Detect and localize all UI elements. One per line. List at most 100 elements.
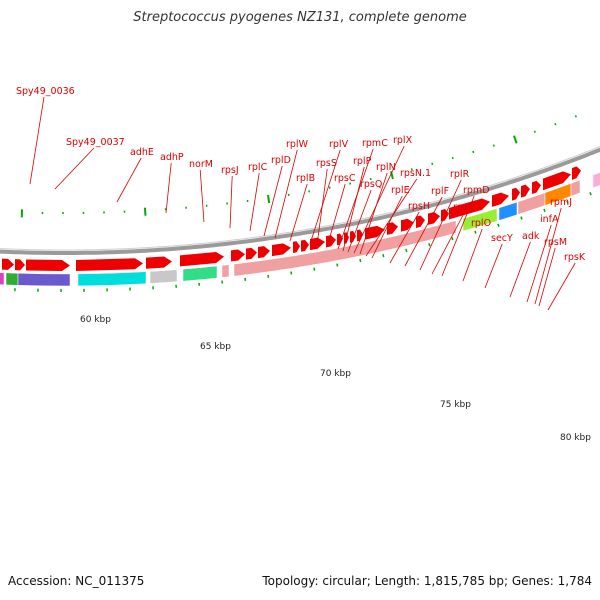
label-leader-line (509, 241, 531, 298)
gene-arrow (357, 229, 363, 242)
cog-segment (498, 201, 518, 221)
label-leader-line (371, 195, 403, 259)
gene-label: adhP (160, 152, 184, 163)
label-leader-line (263, 165, 283, 237)
label-leader-line (229, 175, 233, 229)
cog-segment (233, 220, 457, 277)
scale-tick (431, 162, 434, 165)
label-leader-line (199, 169, 205, 223)
scale-tick (492, 144, 495, 147)
backbone-layer (0, 145, 600, 255)
label-leader-line (249, 172, 260, 232)
gene-arrow (416, 215, 425, 228)
label-leader-line (526, 224, 552, 303)
scale-tick (451, 156, 454, 160)
map-title: Streptococcus pyogenes NZ131, complete g… (133, 10, 467, 25)
gene-arrow (26, 259, 70, 271)
gene-arrow (301, 239, 309, 252)
gene-label: norM (189, 159, 213, 170)
cog-segment (77, 271, 147, 287)
track-tick (474, 230, 477, 234)
label-leader-line (534, 207, 562, 305)
label-leader-line (342, 166, 365, 252)
label-leader-line (389, 211, 420, 264)
gene-arrow (146, 256, 172, 269)
label-leader-line (29, 96, 45, 185)
cog-segment (0, 272, 5, 286)
gene-label: rplD (271, 155, 291, 166)
scale-tick (267, 194, 271, 204)
label-leader-line (441, 195, 475, 277)
gene-label: rpsE (453, 202, 474, 213)
label-leader-line (309, 149, 341, 245)
label-leader-line (289, 183, 308, 242)
gene-label: rpsH (408, 201, 430, 212)
cog-segment (592, 172, 600, 189)
label-leader-line (337, 148, 374, 250)
gene-label: rpsQ (360, 179, 382, 190)
gene-arrow (512, 187, 520, 201)
track-tick (313, 267, 316, 271)
cog-segment (149, 269, 178, 284)
label-leader-line (359, 172, 388, 255)
gene-label: rpsC (334, 173, 356, 184)
label-leader-line (462, 228, 483, 282)
gene-label: infA (540, 214, 559, 225)
track-tick (451, 237, 454, 241)
gene-arrow (521, 184, 530, 198)
label-leader-line (274, 149, 298, 239)
gene-label: rpsN.1 (400, 168, 431, 179)
cog-segment (5, 272, 19, 286)
track-tick (543, 208, 546, 213)
track-tick (359, 258, 362, 263)
track-tick (520, 216, 523, 220)
gene-label: rplN (376, 162, 396, 173)
gene-label: Spy49_0036 (16, 86, 75, 97)
cog-segment (570, 179, 581, 197)
gene-label: rplO (471, 218, 491, 229)
scale-label: 65 kbp (200, 342, 231, 352)
label-leader-line (419, 179, 462, 271)
gene-arrow (293, 241, 300, 253)
scale-tick-layer (14, 115, 592, 292)
gene-label: rplR (450, 169, 470, 180)
gene-arrow (532, 180, 541, 195)
gene-label: rpsS (316, 158, 337, 169)
gene-label: rpsJ (221, 165, 239, 176)
gene-arrow (401, 218, 414, 232)
gene-label: rplW (286, 139, 309, 150)
gene-arrow (387, 222, 398, 235)
label-leader-line (547, 262, 576, 311)
gene-arrow (76, 258, 143, 271)
gene-arrow (15, 259, 25, 271)
label-leader-line (54, 147, 95, 190)
gene-label: rpmJ (550, 197, 572, 208)
genome-summary-text: Topology: circular; Length: 1,815,785 bp… (262, 574, 592, 588)
gene-arrow (326, 235, 336, 248)
gene-arrow (180, 252, 224, 267)
track-tick (497, 223, 500, 227)
label-leader-line (165, 162, 172, 214)
cog-segment (17, 273, 71, 287)
gene-label: rpsM (544, 237, 567, 248)
gene-arrow (428, 211, 440, 225)
scale-tick (574, 115, 577, 118)
gene-label: adhE (130, 147, 154, 158)
scale-label: 75 kbp (440, 400, 471, 410)
scale-tick (554, 122, 557, 126)
gene-label: Spy49_0037 (66, 137, 125, 148)
gene-label: rplE (391, 185, 410, 196)
gene-label: rplF (431, 186, 449, 197)
scale-tick (472, 150, 475, 154)
track-tick (589, 192, 592, 196)
gene-label: rpmD (463, 185, 490, 196)
gene-arrow (365, 225, 385, 240)
gene-label: rpmC (362, 138, 388, 149)
gene-arrow (258, 246, 270, 259)
gene-arrow (246, 247, 257, 260)
gene-arrow (449, 198, 490, 220)
gene-arrow (543, 171, 571, 191)
gene-arrow (231, 249, 245, 262)
gene-arrow (337, 233, 343, 246)
